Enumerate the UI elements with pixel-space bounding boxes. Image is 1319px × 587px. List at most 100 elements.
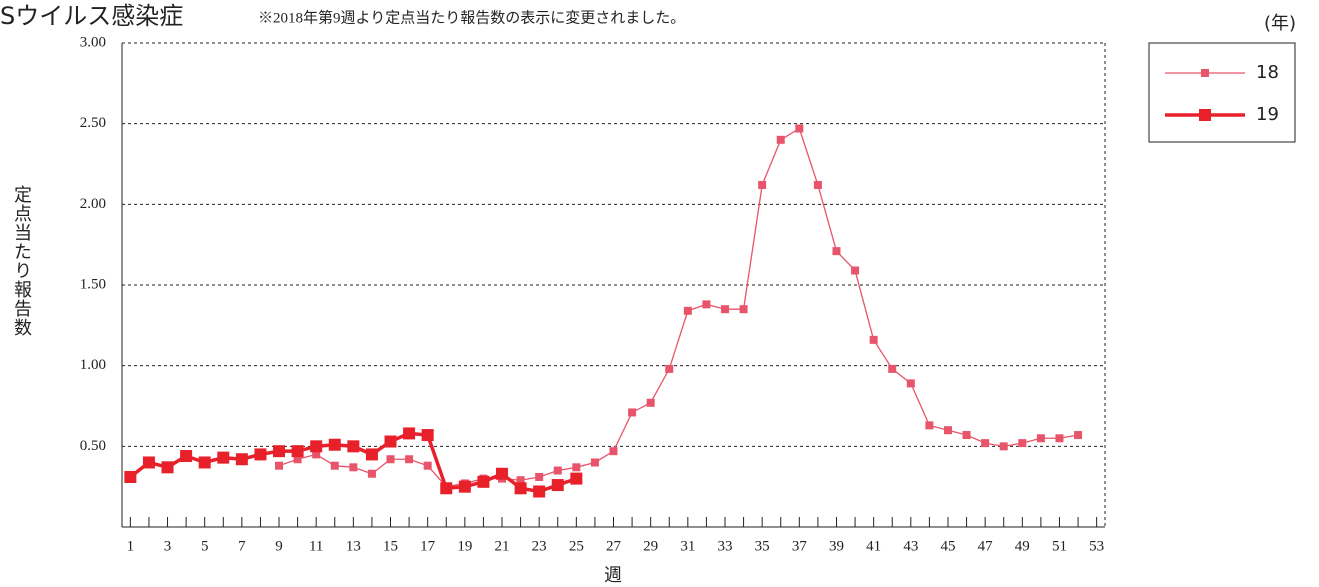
- data-point: [776, 135, 785, 144]
- data-point: [888, 364, 897, 373]
- data-point: [161, 461, 174, 474]
- data-point: [328, 438, 341, 451]
- x-tick-label: 33: [717, 538, 732, 554]
- y-axis-label: 定点当たり報告数: [11, 185, 32, 337]
- y-tick-label: 2.50: [80, 115, 106, 131]
- x-tick-label: 43: [903, 538, 918, 554]
- x-tick-label: 21: [495, 538, 510, 554]
- data-point: [1018, 439, 1027, 448]
- data-point: [720, 305, 729, 314]
- legend-box: [1148, 42, 1296, 143]
- x-tick-label: 31: [680, 538, 695, 554]
- data-point: [590, 458, 599, 467]
- data-point: [384, 435, 397, 448]
- data-point: [516, 476, 525, 485]
- data-point: [386, 455, 395, 464]
- data-point: [758, 180, 767, 189]
- data-point: [440, 482, 453, 495]
- data-point: [1055, 434, 1064, 443]
- chart-subtitle: ※2018年第9週より定点当たり報告数の表示に変更されました。: [258, 8, 685, 26]
- data-point: [739, 305, 748, 314]
- data-point: [851, 266, 860, 275]
- data-point: [293, 455, 302, 464]
- data-point: [421, 429, 434, 442]
- data-point: [423, 461, 432, 470]
- legend-title: (年): [1264, 13, 1296, 34]
- legend-marker: [1201, 69, 1209, 77]
- data-point: [403, 427, 416, 440]
- y-tick-label: 1.00: [80, 357, 106, 373]
- data-point: [217, 451, 230, 464]
- x-tick-label: 1: [127, 538, 135, 554]
- data-point: [572, 463, 581, 472]
- data-point: [312, 450, 321, 459]
- data-point: [665, 364, 674, 373]
- y-tick-label: 2.00: [80, 196, 106, 212]
- data-point: [198, 456, 211, 469]
- x-tick-label: 7: [238, 538, 246, 554]
- data-point: [349, 463, 358, 472]
- data-point: [981, 439, 990, 448]
- x-tick-label: 39: [829, 538, 844, 554]
- data-point: [609, 447, 618, 456]
- data-point: [365, 448, 378, 461]
- y-tick-label: 1.50: [80, 276, 106, 292]
- x-tick-label: 9: [275, 538, 283, 554]
- x-tick-label: 29: [643, 538, 658, 554]
- data-point: [310, 440, 323, 453]
- x-tick-label: 15: [383, 538, 398, 554]
- data-point: [235, 453, 248, 466]
- data-point: [142, 456, 155, 469]
- x-tick-label: 23: [532, 538, 547, 554]
- x-tick-label: 25: [569, 538, 584, 554]
- y-tick-label: 0.50: [80, 438, 106, 454]
- x-tick-label: 5: [201, 538, 209, 554]
- data-point: [496, 467, 509, 480]
- data-point: [962, 431, 971, 440]
- data-point: [367, 469, 376, 478]
- legend-label: 18: [1256, 62, 1279, 83]
- data-point: [925, 421, 934, 430]
- series-line: [278, 127, 1079, 488]
- x-axis-label: 週: [604, 565, 622, 586]
- data-point: [514, 482, 527, 495]
- x-tick-label: 3: [164, 538, 172, 554]
- y-tick-label: 3.00: [80, 34, 106, 50]
- data-point: [832, 247, 841, 256]
- data-point: [628, 408, 637, 417]
- chart-title: Sウイルス感染症: [0, 2, 183, 30]
- data-point: [275, 461, 284, 470]
- x-tick-label: 41: [866, 538, 881, 554]
- x-tick-label: 19: [457, 538, 472, 554]
- data-point: [458, 480, 471, 493]
- data-point: [795, 124, 804, 133]
- x-tick-label: 27: [606, 538, 622, 554]
- data-point: [813, 180, 822, 189]
- data-point: [330, 461, 339, 470]
- data-point: [646, 398, 655, 407]
- data-point: [999, 442, 1008, 451]
- data-point: [273, 445, 286, 458]
- data-point: [570, 472, 583, 485]
- data-point: [943, 426, 952, 435]
- data-point: [477, 475, 490, 488]
- x-tick-label: 11: [309, 538, 323, 554]
- x-tick-label: 13: [346, 538, 361, 554]
- data-point: [906, 379, 915, 388]
- x-tick-label: 47: [978, 538, 994, 554]
- data-point: [405, 455, 414, 464]
- x-tick-label: 53: [1089, 538, 1104, 554]
- data-point: [553, 466, 562, 475]
- data-point: [551, 479, 564, 492]
- data-point: [124, 470, 137, 483]
- legend-label: 19: [1256, 104, 1279, 125]
- data-point: [1036, 434, 1045, 443]
- data-point: [254, 448, 267, 461]
- x-tick-label: 51: [1052, 538, 1067, 554]
- data-point: [683, 306, 692, 315]
- data-point: [1074, 431, 1083, 440]
- x-tick-label: 45: [940, 538, 955, 554]
- data-point: [702, 300, 711, 309]
